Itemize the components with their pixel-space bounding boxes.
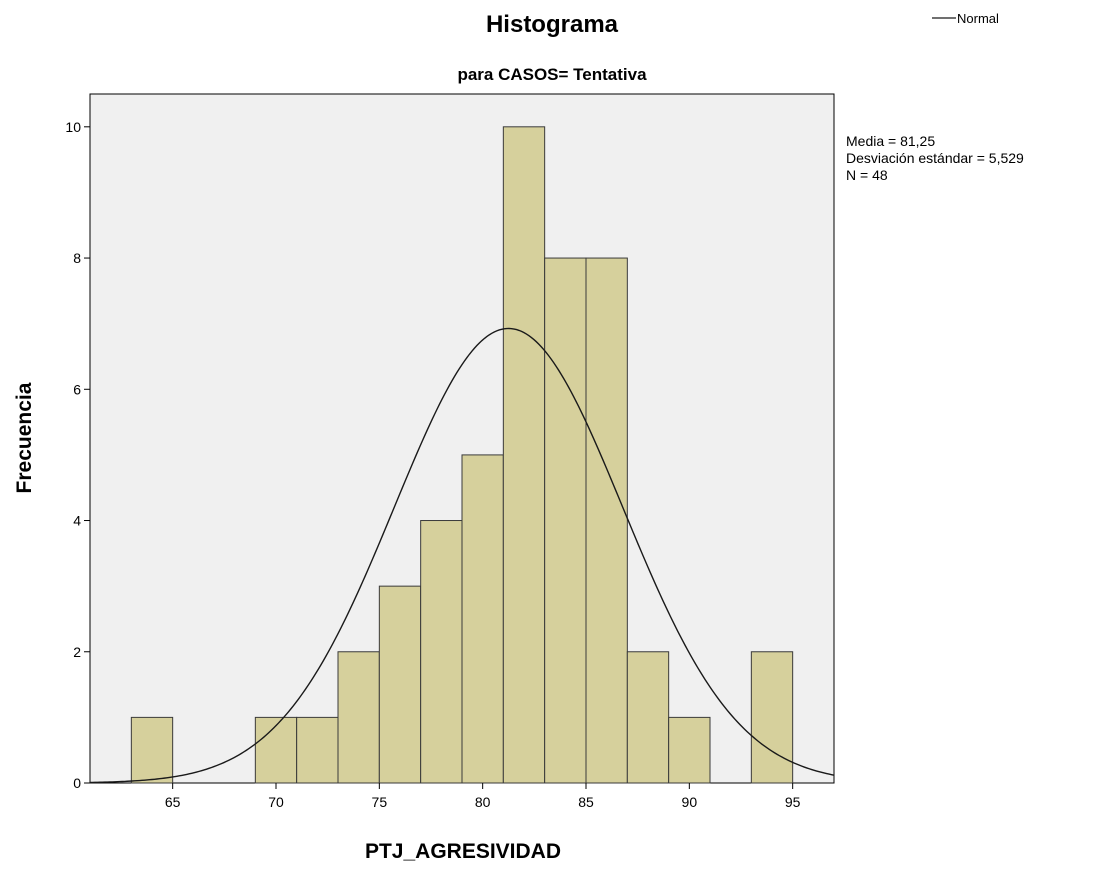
y-axis-label: Frecuencia [13, 382, 36, 493]
x-tick-label: 95 [785, 794, 801, 810]
bars-group [130, 126, 794, 784]
histogram-bar [461, 454, 504, 784]
stats-box: Media = 81,25 Desviación estándar = 5,52… [846, 133, 1024, 183]
y-tick-label: 2 [73, 644, 81, 660]
chart-subtitle: para CASOS= Tentativa [457, 65, 647, 84]
histogram-bar [626, 651, 670, 784]
histogram-bar [420, 520, 463, 784]
y-tick-label: 10 [65, 119, 81, 135]
x-tick-label: 85 [578, 794, 594, 810]
histogram-bar [544, 257, 587, 784]
legend: Normal [932, 11, 999, 26]
histogram-bar [296, 716, 339, 784]
y-tick-label: 0 [73, 775, 81, 791]
legend-label: Normal [957, 11, 999, 26]
x-tick-label: 80 [475, 794, 491, 810]
x-axis: 65 70 75 80 85 90 95 [165, 783, 801, 810]
normal-curve [89, 327, 835, 784]
histogram-bar [130, 716, 174, 784]
x-axis-label: PTJ_AGRESIVIDAD [365, 840, 561, 863]
chart-title: Histograma [486, 11, 619, 38]
histogram-bar [750, 651, 794, 784]
stat-sd: Desviación estándar = 5,529 [846, 150, 1024, 166]
histogram-bar [668, 716, 711, 784]
histogram-bar [254, 716, 298, 784]
y-tick-label: 8 [73, 250, 81, 266]
y-tick-label: 6 [73, 381, 81, 397]
x-tick-label: 75 [372, 794, 388, 810]
x-tick-label: 70 [268, 794, 284, 810]
x-tick-label: 65 [165, 794, 181, 810]
histogram-bar [585, 257, 628, 784]
y-tick-label: 4 [73, 513, 81, 529]
histogram-bar [337, 651, 380, 784]
y-axis: 0 2 4 6 8 10 [65, 119, 90, 791]
stat-mean: Media = 81,25 [846, 133, 935, 149]
x-tick-label: 90 [682, 794, 698, 810]
histogram-bar [502, 126, 546, 784]
stat-n: N = 48 [846, 167, 888, 183]
histogram-bar [378, 585, 422, 784]
